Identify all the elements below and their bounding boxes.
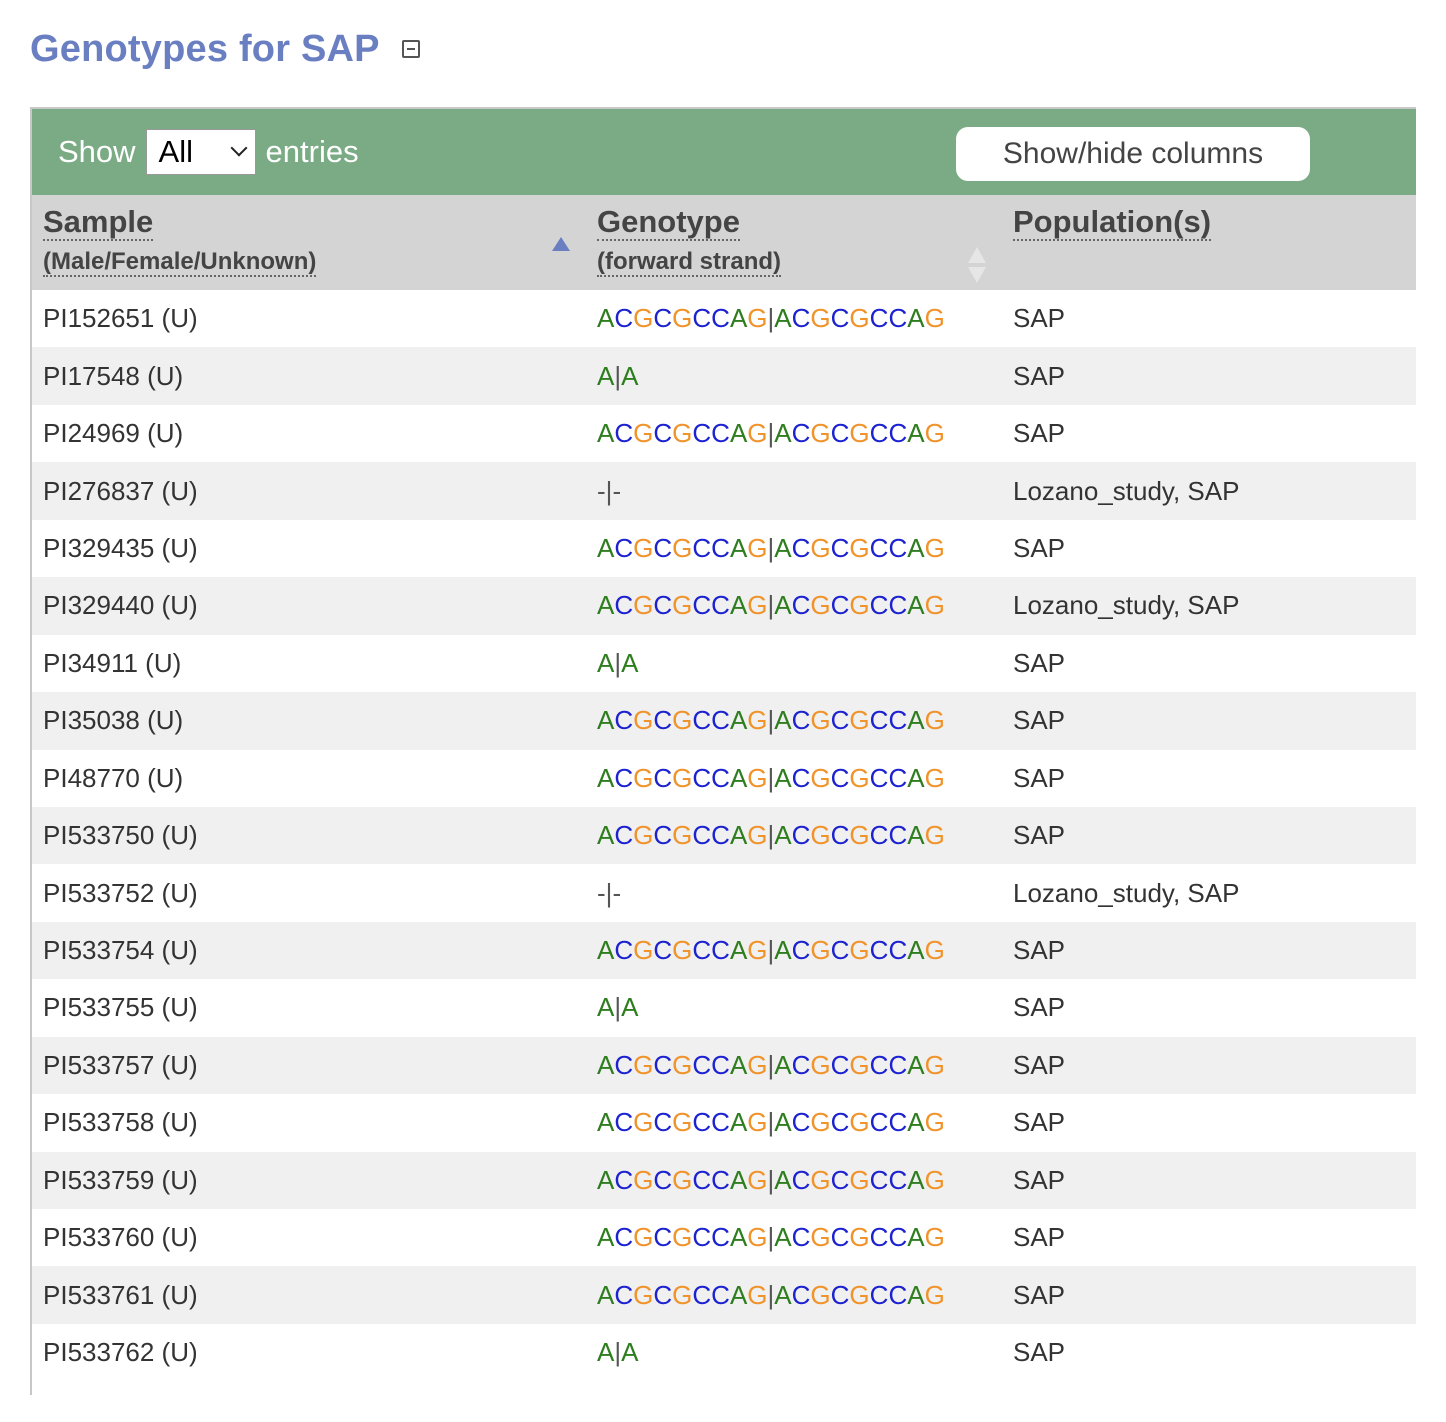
population-cell: SAP	[1013, 1164, 1066, 1195]
column-header-sample-sub: (Male/Female/Unknown)	[43, 248, 317, 277]
sample-cell: PI533758 (U)	[43, 1107, 198, 1138]
column-header-genotype-label: Genotype	[597, 204, 740, 241]
entries-length-value: All	[158, 134, 193, 169]
table-row: PI533761 (U) A C G C G C C A G | A C G C G C C A G SAP	[32, 1266, 1416, 1324]
table-row: PI533754 (U) A C G C G C C A G | A C G C G C C A G SAP	[32, 921, 1416, 980]
table-row: PI533762 (U) A | A SAP	[32, 1324, 1416, 1381]
sample-cell: PI34911 (U)	[43, 647, 182, 678]
genotype-cell: - | -	[597, 877, 622, 908]
table-row: PI533757 (U) A C G C G C C A G | A C G C G C C A G SAP	[32, 1036, 1416, 1095]
table-row: PI533752 (U) - | - Lozano_study, SAP	[32, 864, 1416, 921]
chevron-down-icon	[230, 139, 248, 157]
table-row: PI533758 (U) A C G C G C C A G | A C G C G C C A G SAP	[32, 1094, 1416, 1151]
sample-cell: PI533755 (U)	[43, 992, 198, 1023]
population-cell: SAP	[1013, 1107, 1066, 1138]
population-cell: SAP	[1013, 1279, 1066, 1310]
table-row: PI17548 (U) A | A SAP	[32, 347, 1416, 405]
sample-cell: PI329440 (U)	[43, 590, 198, 621]
column-header-genotype[interactable]: Genotype (forward strand)	[597, 204, 782, 277]
sample-cell: PI533761 (U)	[43, 1279, 198, 1310]
genotype-cell: A C G C G C C A G | A C G C G C C A G	[597, 1164, 945, 1195]
population-cell: SAP	[1013, 303, 1066, 334]
sample-cell: PI533760 (U)	[43, 1222, 198, 1253]
table-row: PI24969 (U) A C G C G C C A G | A C G C G C C A G SAP	[32, 405, 1416, 462]
genotype-cell: A C G C G C C A G | A C G C G C C A G	[597, 935, 945, 966]
genotype-cell: A | A	[597, 1337, 639, 1368]
table-header: Sample (Male/Female/Unknown) Genotype (f…	[32, 195, 1416, 290]
sample-cell: PI152651 (U)	[43, 303, 198, 334]
column-header-population[interactable]: Population(s)	[1013, 204, 1212, 241]
genotype-cell: A C G C G C C A G | A C G C G C C A G	[597, 762, 945, 793]
genotype-cell: A C G C G C C A G | A C G C G C C A G	[597, 820, 945, 851]
sample-cell: PI533757 (U)	[43, 1049, 198, 1080]
table-row: PI329435 (U) A C G C G C C A G | A C G C G C C A G SAP	[32, 520, 1416, 577]
column-header-population-label: Population(s)	[1013, 204, 1212, 241]
genotype-cell: A C G C G C C A G | A C G C G C C A G	[597, 418, 945, 449]
genotype-cell: A | A	[597, 992, 639, 1023]
sample-cell: PI533754 (U)	[43, 935, 198, 966]
sort-ascending-icon[interactable]	[552, 237, 570, 251]
genotype-cell: A | A	[597, 647, 639, 678]
table-row: PI276837 (U) - | - Lozano_study, SAP	[32, 462, 1416, 520]
table-row: PI48770 (U) A C G C G C C A G | A C G C G C C A G SAP	[32, 750, 1416, 807]
population-cell: SAP	[1013, 532, 1066, 563]
population-cell: SAP	[1013, 1222, 1066, 1253]
genotype-cell: A C G C G C C A G | A C G C G C C A G	[597, 705, 945, 736]
page-title: Genotypes for SAP	[30, 27, 380, 70]
sample-cell: PI48770 (U)	[43, 762, 184, 793]
column-header-sample-label: Sample	[43, 204, 154, 241]
population-cell: SAP	[1013, 935, 1066, 966]
collapse-icon[interactable]	[401, 40, 420, 58]
population-cell: SAP	[1013, 360, 1066, 391]
genotype-cell: A | A	[597, 360, 639, 391]
genotype-cell: A C G C G C C A G | A C G C G C C A G	[597, 532, 945, 563]
sample-cell: PI17548 (U)	[43, 360, 184, 391]
genotype-cell: A C G C G C C A G | A C G C G C C A G	[597, 1107, 945, 1138]
genotype-cell: A C G C G C C A G | A C G C G C C A G	[597, 1222, 945, 1253]
sample-cell: PI533759 (U)	[43, 1164, 198, 1195]
table-toolbar: Show All entries Show/hide columns	[32, 109, 1416, 195]
sample-cell: PI329435 (U)	[43, 532, 198, 563]
table-body: PI152651 (U) A C G C G C C A G | A C G C G C C A G SAP PI1754…	[32, 290, 1416, 1381]
table-row: PI533750 (U) A C G C G C C A G | A C G C G C C A G SAP	[32, 806, 1416, 865]
title-row: Genotypes for SAP	[30, 24, 420, 74]
population-cell: Lozano_study, SAP	[1013, 590, 1240, 621]
table-row: PI34911 (U) A | A SAP	[32, 635, 1416, 692]
sample-cell: PI35038 (U)	[43, 705, 184, 736]
sample-cell: PI533750 (U)	[43, 820, 198, 851]
population-cell: Lozano_study, SAP	[1013, 475, 1240, 506]
genotype-cell: A C G C G C C A G | A C G C G C C A G	[597, 590, 945, 621]
genotype-cell: A C G C G C C A G | A C G C G C C A G	[597, 1279, 945, 1310]
show-label: Show	[58, 134, 136, 169]
sort-both-icon[interactable]	[968, 247, 986, 285]
sample-cell: PI533752 (U)	[43, 877, 198, 908]
entries-label: entries	[265, 134, 359, 169]
table-row: PI533759 (U) A C G C G C C A G | A C G C G C C A G SAP	[32, 1151, 1416, 1209]
column-header-genotype-sub: (forward strand)	[597, 248, 782, 277]
population-cell: SAP	[1013, 1049, 1066, 1080]
population-cell: SAP	[1013, 705, 1066, 736]
population-cell: SAP	[1013, 762, 1066, 793]
entries-length-select[interactable]: All	[145, 129, 256, 175]
population-cell: SAP	[1013, 992, 1066, 1023]
table-row: PI533755 (U) A | A SAP	[32, 979, 1416, 1036]
genotype-cell: A C G C G C C A G | A C G C G C C A G	[597, 1049, 945, 1080]
show-hide-columns-button[interactable]: Show/hide columns	[956, 127, 1310, 181]
population-cell: SAP	[1013, 647, 1066, 678]
table-row: PI35038 (U) A C G C G C C A G | A C G C G C C A G SAP	[32, 692, 1416, 750]
population-cell: Lozano_study, SAP	[1013, 877, 1240, 908]
table-row: PI533760 (U) A C G C G C C A G | A C G C G C C A G SAP	[32, 1209, 1416, 1266]
genotypes-table: Show All entries Show/hide columns Sampl…	[30, 107, 1416, 1395]
table-row: PI329440 (U) A C G C G C C A G | A C G C G C C A G Lozano_st…	[32, 577, 1416, 635]
population-cell: SAP	[1013, 418, 1066, 449]
column-header-sample[interactable]: Sample (Male/Female/Unknown)	[43, 204, 317, 277]
genotype-cell: - | -	[597, 475, 622, 506]
sample-cell: PI533762 (U)	[43, 1337, 198, 1368]
genotype-cell: A C G C G C C A G | A C G C G C C A G	[597, 303, 945, 334]
sample-cell: PI24969 (U)	[43, 418, 184, 449]
sample-cell: PI276837 (U)	[43, 475, 198, 506]
population-cell: SAP	[1013, 1337, 1066, 1368]
table-row: PI152651 (U) A C G C G C C A G | A C G C G C C A G SAP	[32, 290, 1416, 347]
population-cell: SAP	[1013, 820, 1066, 851]
